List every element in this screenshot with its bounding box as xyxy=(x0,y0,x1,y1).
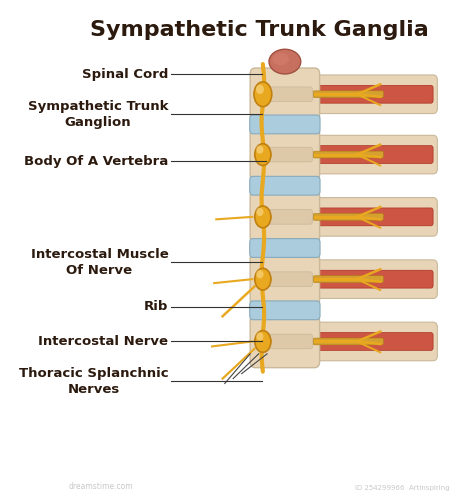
FancyBboxPatch shape xyxy=(310,332,433,350)
Text: Rib: Rib xyxy=(144,300,168,314)
Ellipse shape xyxy=(255,144,271,166)
Ellipse shape xyxy=(256,84,264,94)
FancyBboxPatch shape xyxy=(306,136,438,174)
FancyBboxPatch shape xyxy=(313,91,383,98)
FancyBboxPatch shape xyxy=(310,146,433,164)
Text: Intercostal Muscle
Of Nerve: Intercostal Muscle Of Nerve xyxy=(31,248,168,277)
FancyBboxPatch shape xyxy=(313,214,383,220)
FancyBboxPatch shape xyxy=(250,316,319,368)
FancyBboxPatch shape xyxy=(310,270,433,288)
Ellipse shape xyxy=(256,208,264,216)
FancyBboxPatch shape xyxy=(306,260,438,298)
FancyBboxPatch shape xyxy=(257,272,312,286)
FancyBboxPatch shape xyxy=(306,322,438,361)
Ellipse shape xyxy=(272,53,289,66)
FancyBboxPatch shape xyxy=(250,115,320,134)
FancyBboxPatch shape xyxy=(250,190,319,243)
Text: Intercostal Nerve: Intercostal Nerve xyxy=(38,335,168,348)
FancyBboxPatch shape xyxy=(257,147,312,162)
Text: Sympathetic Trunk Ganglia: Sympathetic Trunk Ganglia xyxy=(90,20,429,40)
FancyBboxPatch shape xyxy=(250,128,319,181)
FancyBboxPatch shape xyxy=(306,75,438,114)
FancyBboxPatch shape xyxy=(257,87,312,102)
Text: Spinal Cord: Spinal Cord xyxy=(82,68,168,81)
FancyBboxPatch shape xyxy=(310,208,433,226)
FancyBboxPatch shape xyxy=(313,338,383,345)
FancyBboxPatch shape xyxy=(250,253,319,306)
Ellipse shape xyxy=(256,332,264,340)
Text: Thoracic Splanchnic
Nerves: Thoracic Splanchnic Nerves xyxy=(19,366,168,396)
Text: dreamstime.com: dreamstime.com xyxy=(69,482,134,492)
Ellipse shape xyxy=(256,270,264,278)
FancyBboxPatch shape xyxy=(313,151,383,158)
FancyBboxPatch shape xyxy=(250,68,319,120)
Ellipse shape xyxy=(269,50,301,74)
FancyBboxPatch shape xyxy=(250,238,320,258)
Text: Sympathetic Trunk
Ganglion: Sympathetic Trunk Ganglion xyxy=(28,100,168,128)
FancyBboxPatch shape xyxy=(257,210,312,224)
FancyBboxPatch shape xyxy=(250,301,320,320)
Ellipse shape xyxy=(255,330,271,352)
FancyBboxPatch shape xyxy=(250,176,320,195)
Ellipse shape xyxy=(255,206,271,228)
FancyBboxPatch shape xyxy=(313,276,383,282)
Ellipse shape xyxy=(255,268,271,290)
Ellipse shape xyxy=(254,82,272,106)
Text: Body Of A Vertebra: Body Of A Vertebra xyxy=(24,154,168,168)
Ellipse shape xyxy=(256,146,264,154)
FancyBboxPatch shape xyxy=(257,334,312,349)
FancyBboxPatch shape xyxy=(310,86,433,103)
FancyBboxPatch shape xyxy=(306,198,438,236)
Text: ID 254299966  Artinspiring: ID 254299966 Artinspiring xyxy=(356,486,450,492)
